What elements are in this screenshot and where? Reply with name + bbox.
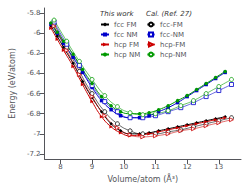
svg-text:9: 9 [90,163,94,171]
svg-text:12: 12 [183,163,192,171]
svg-text:-7: -7 [34,130,41,138]
svg-text:fcc-NM: fcc-NM [160,31,184,39]
svg-text:hcp FM: hcp FM [114,41,139,49]
svg-text:-6.2: -6.2 [27,49,41,57]
svg-text:fcc NM: fcc NM [114,31,138,39]
svg-text:8: 8 [58,163,62,171]
svg-text:hcp-FM: hcp-FM [160,41,185,49]
svg-text:13: 13 [214,163,223,171]
svg-text:hcp NM: hcp NM [114,51,140,59]
svg-text:-6.4: -6.4 [27,69,41,77]
svg-text:11: 11 [151,163,160,171]
svg-text:Volume/atom (Å³): Volume/atom (Å³) [107,173,178,184]
svg-text:-5.8: -5.8 [27,9,41,17]
svg-text:-6: -6 [34,29,42,37]
svg-text:-7.2: -7.2 [27,150,41,158]
svg-text:-6.6: -6.6 [27,90,41,98]
svg-text:This work: This work [100,10,134,18]
svg-text:fcc FM: fcc FM [114,21,136,29]
svg-text:hcp-NM: hcp-NM [160,51,187,59]
svg-text:Cal. (Ref. 27): Cal. (Ref. 27) [146,10,192,18]
svg-text:10: 10 [119,163,128,171]
svg-text:Energy (eV/atom): Energy (eV/atom) [8,48,17,119]
svg-text:-6.8: -6.8 [27,110,41,118]
svg-text:fcc-FM: fcc-FM [160,21,183,29]
